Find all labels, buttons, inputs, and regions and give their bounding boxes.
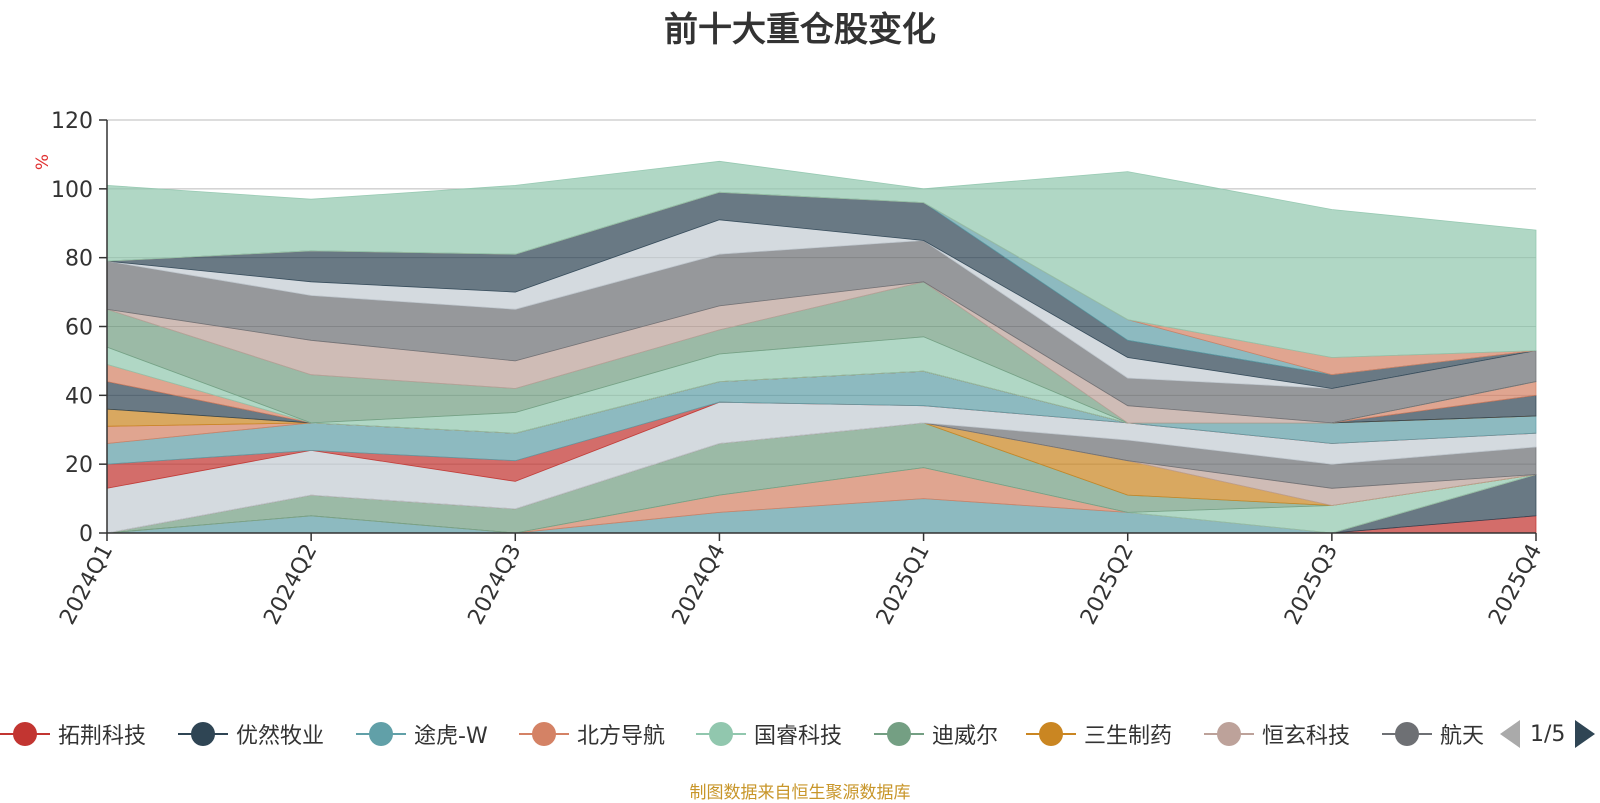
x-tick-label: 2024Q4 [668,540,731,629]
legend-item[interactable]: 恒玄科技 [1204,714,1350,754]
x-tick-label: 2025Q3 [1280,540,1343,629]
legend-label: 北方导航 [577,724,666,749]
legend-marker-icon [1382,719,1432,749]
x-tick-label: 2024Q2 [259,540,322,629]
legend-label: 航天 [1440,724,1485,749]
legend-label: 途虎-W [414,724,488,749]
y-tick-label: 20 [65,453,93,478]
legend-label: 三生制药 [1084,724,1173,749]
legend: 拓荆科技 优然牧业 途虎-W 北方导航 国睿科技 迪威尔 三生制药 恒玄科技 航天 [0,714,1600,754]
y-tick-label: 40 [65,384,93,409]
legend-item[interactable]: 国睿科技 [696,714,842,754]
legend-item[interactable]: 迪威尔 [874,714,998,754]
legend-label: 国睿科技 [754,724,843,749]
x-tick-label: 2024Q3 [464,540,527,629]
legend-label: 优然牧业 [236,724,325,749]
legend-marker-icon [178,719,228,749]
y-tick-label: 60 [65,316,93,341]
legend-label: 恒玄科技 [1262,724,1351,749]
legend-marker-icon [1204,719,1254,749]
x-tick-label: 2025Q1 [872,540,935,629]
x-tick-label: 2025Q2 [1076,540,1139,629]
area-series-group [106,160,1537,534]
source-note: 制图数据来自恒生聚源数据库 [689,783,911,803]
legend-label: 拓荆科技 [58,724,147,749]
legend-label: 迪威尔 [932,724,999,749]
area-series-24[interactable] [106,160,1537,358]
legend-item[interactable]: 三生制药 [1026,714,1172,754]
legend-next-page-icon[interactable] [1575,720,1596,748]
legend-item[interactable]: 优然牧业 [178,714,324,754]
x-tick-label: 2025Q4 [1484,540,1547,629]
y-axis-unit: % [33,154,53,170]
y-tick-label: 0 [79,522,93,547]
y-tick-label: 120 [51,109,93,134]
y-tick-label: 80 [65,247,93,272]
x-tick-label: 2024Q1 [55,540,118,629]
legend-marker-icon [874,719,924,749]
legend-marker-icon [696,719,746,749]
legend-marker-icon [519,719,569,749]
legend-item[interactable]: 北方导航 [519,714,665,754]
legend-item[interactable]: 航天 [1382,714,1484,754]
legend-marker-icon [356,719,406,749]
legend-prev-page-icon[interactable] [1500,720,1520,748]
legend-pager: 1/5 [1500,716,1596,752]
legend-page-indicator: 1/5 [1530,721,1566,747]
stacked-area-chart: 0 20 40 60 80 100 120 2024Q1 2024Q2 2024Q3 2024Q4 2… [33,109,1547,629]
y-tick-label: 100 [51,178,93,203]
legend-item[interactable]: 拓荆科技 [0,714,146,754]
legend-marker-icon [0,719,50,749]
chart-title: 前十大重仓股变化 [664,10,936,50]
legend-item[interactable]: 途虎-W [356,714,488,754]
legend-marker-icon [1026,719,1076,749]
